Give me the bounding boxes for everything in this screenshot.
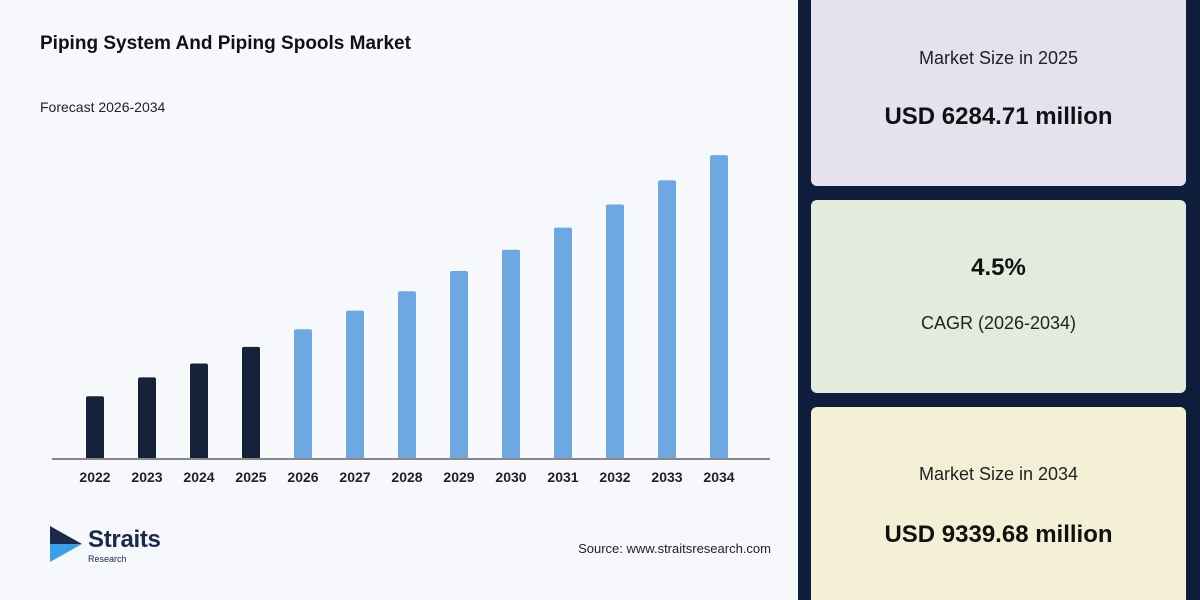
x-tick-label: 2031	[547, 469, 578, 485]
chart-panel: Piping System And Piping Spools Market F…	[0, 0, 798, 600]
market-size-2034-card: Market Size in 2034 USD 9339.68 million	[811, 407, 1186, 600]
bar-2032	[606, 204, 624, 459]
card-value: USD 6284.71 million	[884, 103, 1113, 130]
bar-2030	[502, 249, 520, 459]
card-label: CAGR (2026-2034)	[920, 313, 1077, 333]
chart-title: Piping System And Piping Spools Market	[40, 33, 411, 54]
x-tick-label: 2029	[443, 469, 474, 485]
bar-2028	[398, 291, 416, 459]
bar-2029	[450, 270, 468, 459]
card-label: Market Size in 2034	[918, 464, 1079, 484]
bar-chart: 2022 2023 2024 2025 2026 2027 2028 2029 2030 2031…	[52, 155, 770, 485]
card-value: USD 9339.68 million	[884, 521, 1113, 548]
source-text: Source: www.straitsresearch.com	[578, 541, 771, 556]
chart-subtitle: Forecast 2026-2034	[40, 99, 166, 115]
market-size-2025-card: Market Size in 2025 USD 6284.71 million	[811, 0, 1186, 186]
x-tick-label: 2030	[495, 469, 526, 485]
bar-2025	[242, 346, 260, 459]
bar-2022	[86, 396, 104, 459]
x-tick-label: 2027	[339, 469, 370, 485]
bar-2033	[658, 180, 676, 460]
bar-2031	[554, 227, 572, 459]
logo-subtitle: Research	[88, 554, 127, 564]
logo-name: Straits	[88, 526, 161, 553]
x-tick-label: 2032	[599, 469, 630, 485]
x-tick-label: 2022	[79, 469, 110, 485]
x-tick-label: 2023	[131, 469, 162, 485]
x-tick-label: 2034	[703, 469, 734, 485]
card-label: Market Size in 2025	[918, 48, 1079, 68]
x-tick-label: 2025	[235, 469, 266, 485]
card-value: 4.5%	[971, 254, 1026, 281]
x-tick-label: 2033	[651, 469, 682, 485]
bar-2024	[190, 363, 208, 459]
bar-2026	[294, 329, 312, 459]
straits-logo-icon	[50, 526, 82, 562]
bar-2023	[138, 377, 156, 459]
x-tick-label: 2026	[287, 469, 318, 485]
cagr-card: 4.5% CAGR (2026-2034)	[811, 200, 1186, 393]
straits-logo: Straits Research	[50, 526, 180, 566]
bar-2027	[346, 310, 364, 459]
x-tick-label: 2028	[391, 469, 422, 485]
x-tick-label: 2024	[183, 469, 214, 485]
bar-2034	[710, 155, 728, 459]
